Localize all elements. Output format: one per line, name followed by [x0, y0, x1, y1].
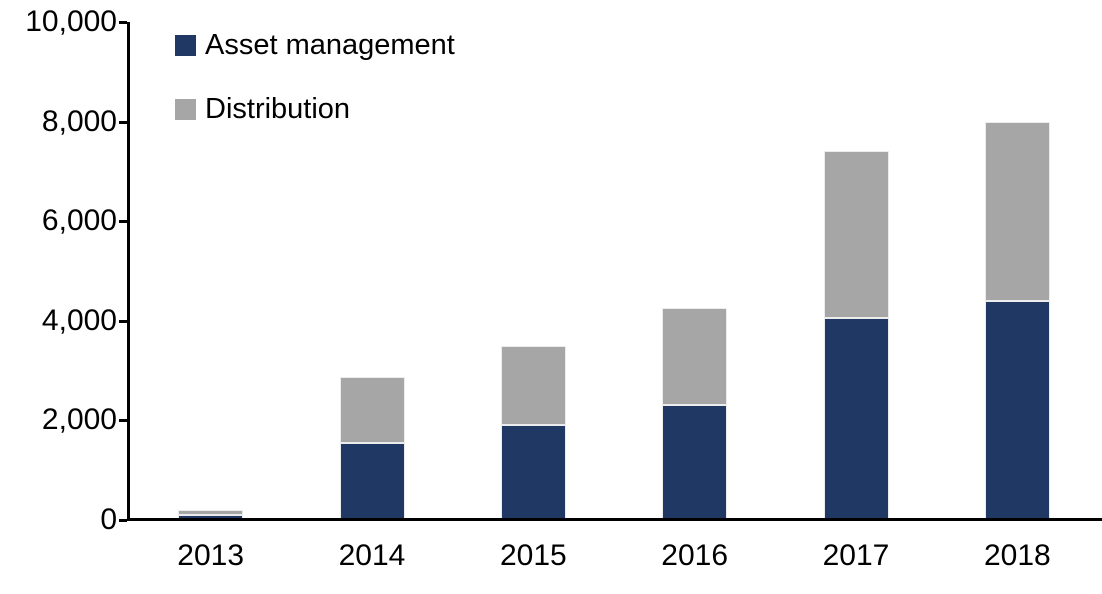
x-tick-label: 2016 [661, 539, 729, 572]
y-tick-mark [119, 319, 127, 323]
y-tick-label: 2,000 [41, 403, 117, 437]
legend: Asset management Distribution [175, 28, 455, 159]
y-tick-mark [119, 220, 127, 224]
y-tick-mark [119, 21, 127, 24]
bar-segment-distribution-2013 [178, 510, 244, 515]
bar-segment-asset-management-2018 [984, 300, 1050, 520]
x-tick-label: 2013 [177, 539, 245, 572]
legend-item-asset-management: Asset management [175, 28, 455, 61]
bar-segment-distribution-2017 [823, 151, 889, 319]
bar-segment-distribution-2015 [500, 345, 566, 426]
legend-swatch-asset-management-icon [175, 34, 196, 56]
x-tick-label: 2015 [499, 539, 567, 572]
bar-segment-distribution-2018 [984, 121, 1050, 301]
legend-swatch-distribution-icon [175, 98, 196, 120]
x-axis-line [127, 518, 1102, 521]
bar-segment-asset-management-2016 [662, 405, 728, 520]
x-tick-label: 2017 [822, 539, 890, 572]
y-tick-label: 10,000 [25, 5, 117, 38]
y-tick-label: 4,000 [41, 303, 117, 337]
x-tick-label: 2014 [338, 539, 406, 572]
bar-segment-asset-management-2017 [823, 318, 889, 520]
bar-segment-distribution-2016 [662, 308, 728, 406]
y-tick-mark [119, 519, 127, 522]
y-tick-label: 6,000 [41, 204, 117, 238]
y-axis-line [127, 22, 130, 521]
legend-label-distribution: Distribution [205, 92, 351, 125]
y-tick-label: 8,000 [41, 104, 117, 138]
y-tick-label: 0 [100, 503, 117, 536]
y-tick-mark [119, 120, 127, 124]
y-tick-mark [119, 419, 127, 423]
x-tick-label: 2018 [983, 539, 1051, 572]
bar-segment-asset-management-2014 [339, 442, 405, 520]
legend-item-distribution: Distribution [175, 92, 455, 125]
bar-segment-distribution-2014 [339, 376, 405, 443]
bar-segment-asset-management-2015 [500, 425, 566, 520]
legend-label-asset-management: Asset management [205, 28, 455, 61]
